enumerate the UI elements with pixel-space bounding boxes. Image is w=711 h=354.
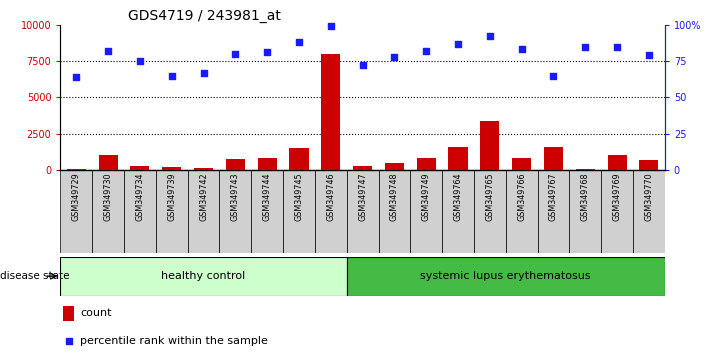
Bar bbox=[576, 169, 595, 170]
Point bbox=[230, 51, 241, 57]
Bar bbox=[544, 147, 563, 170]
Bar bbox=[67, 169, 86, 170]
Text: GSM349745: GSM349745 bbox=[294, 172, 304, 221]
Point bbox=[198, 70, 209, 75]
Point bbox=[294, 39, 305, 45]
Bar bbox=[188, 170, 220, 253]
Bar bbox=[220, 170, 251, 253]
Text: healthy control: healthy control bbox=[161, 271, 246, 281]
Point bbox=[63, 338, 75, 344]
Bar bbox=[63, 306, 75, 321]
Bar bbox=[283, 170, 315, 253]
Point bbox=[579, 44, 591, 49]
Bar bbox=[347, 257, 665, 296]
Bar bbox=[639, 160, 658, 170]
Bar bbox=[289, 148, 309, 170]
Point bbox=[611, 44, 623, 49]
Text: GSM349764: GSM349764 bbox=[454, 172, 463, 221]
Bar bbox=[633, 170, 665, 253]
Point bbox=[420, 48, 432, 54]
Text: GSM349748: GSM349748 bbox=[390, 172, 399, 221]
Text: GSM349739: GSM349739 bbox=[167, 172, 176, 221]
Bar bbox=[347, 170, 378, 253]
Text: GSM349744: GSM349744 bbox=[262, 172, 272, 221]
Text: GSM349769: GSM349769 bbox=[613, 172, 621, 221]
Text: GDS4719 / 243981_at: GDS4719 / 243981_at bbox=[128, 9, 281, 23]
Text: GSM349742: GSM349742 bbox=[199, 172, 208, 221]
Text: GSM349770: GSM349770 bbox=[644, 172, 653, 221]
Bar bbox=[251, 170, 283, 253]
Bar bbox=[607, 155, 626, 170]
Point bbox=[643, 52, 655, 58]
Point bbox=[70, 74, 82, 80]
Bar bbox=[512, 158, 531, 170]
Point bbox=[166, 73, 178, 78]
Text: GSM349743: GSM349743 bbox=[231, 172, 240, 221]
Point bbox=[357, 63, 368, 68]
Bar bbox=[417, 158, 436, 170]
Bar bbox=[481, 121, 499, 170]
Text: GSM349730: GSM349730 bbox=[104, 172, 112, 221]
Bar bbox=[410, 170, 442, 253]
Point bbox=[547, 73, 559, 78]
Bar bbox=[130, 166, 149, 170]
Bar bbox=[257, 158, 277, 170]
Text: disease state: disease state bbox=[0, 271, 70, 281]
Bar bbox=[124, 170, 156, 253]
Bar bbox=[226, 159, 245, 170]
Bar bbox=[92, 170, 124, 253]
Bar bbox=[315, 170, 347, 253]
Bar bbox=[321, 54, 341, 170]
Text: GSM349765: GSM349765 bbox=[486, 172, 494, 221]
Bar bbox=[442, 170, 474, 253]
Bar bbox=[194, 168, 213, 170]
Bar bbox=[99, 155, 118, 170]
Bar bbox=[60, 170, 92, 253]
Point bbox=[389, 54, 400, 59]
Point bbox=[325, 23, 336, 29]
Bar bbox=[538, 170, 570, 253]
Text: percentile rank within the sample: percentile rank within the sample bbox=[80, 336, 268, 346]
Point bbox=[262, 50, 273, 55]
Text: GSM349766: GSM349766 bbox=[517, 172, 526, 221]
Text: GSM349768: GSM349768 bbox=[581, 172, 589, 221]
Text: GSM349729: GSM349729 bbox=[72, 172, 81, 221]
Bar bbox=[60, 257, 347, 296]
Point bbox=[452, 41, 464, 46]
Point bbox=[134, 58, 146, 64]
Text: GSM349747: GSM349747 bbox=[358, 172, 367, 221]
Point bbox=[516, 47, 528, 52]
Bar bbox=[156, 170, 188, 253]
Bar bbox=[474, 170, 506, 253]
Text: GSM349767: GSM349767 bbox=[549, 172, 558, 221]
Bar bbox=[602, 170, 633, 253]
Bar bbox=[570, 170, 602, 253]
Bar bbox=[162, 167, 181, 170]
Bar bbox=[449, 147, 468, 170]
Text: GSM349734: GSM349734 bbox=[136, 172, 144, 221]
Text: GSM349746: GSM349746 bbox=[326, 172, 336, 221]
Bar bbox=[378, 170, 410, 253]
Text: count: count bbox=[80, 308, 112, 319]
Bar bbox=[506, 170, 538, 253]
Point bbox=[484, 34, 496, 39]
Text: GSM349749: GSM349749 bbox=[422, 172, 431, 221]
Text: systemic lupus erythematosus: systemic lupus erythematosus bbox=[420, 271, 591, 281]
Point bbox=[102, 48, 114, 54]
Bar bbox=[353, 166, 372, 170]
Bar bbox=[385, 164, 404, 170]
